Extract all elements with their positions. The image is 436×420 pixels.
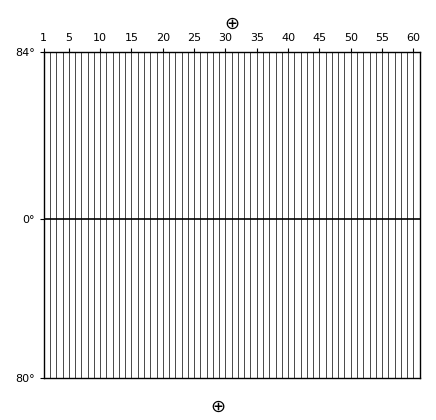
Text: ⊕: ⊕ xyxy=(211,398,225,416)
Title: ⊕: ⊕ xyxy=(224,15,239,33)
